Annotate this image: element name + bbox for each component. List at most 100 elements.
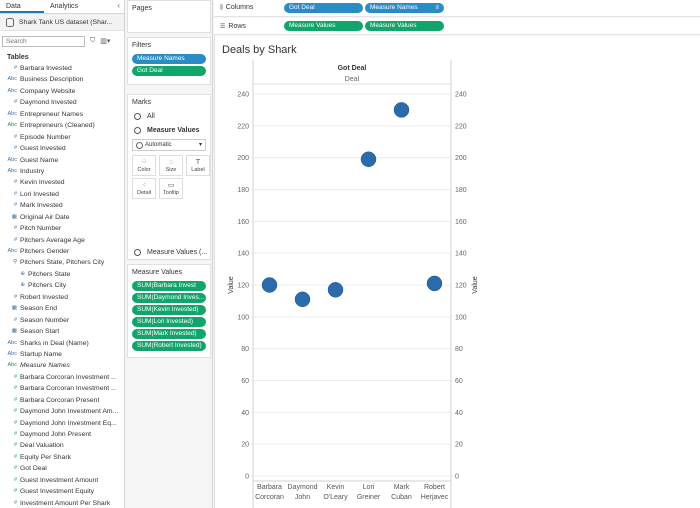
field-item[interactable]: # Kevin Invested — [0, 177, 124, 188]
sort-icon: ≡ — [435, 5, 439, 11]
field-name: Guest Investment Amount — [20, 476, 99, 484]
label-button[interactable]: T Label — [186, 155, 210, 176]
number-type-icon: # — [13, 293, 17, 300]
field-item[interactable]: # Guest Investment Equity — [0, 486, 124, 497]
tooltip-button[interactable]: ▭ Tooltip — [159, 178, 183, 199]
y-tick-label-left: 220 — [237, 123, 249, 130]
detail-button[interactable]: ⁖ Detail — [132, 178, 156, 199]
measure-value-pill[interactable]: SUM(Mark Invested) — [132, 329, 206, 339]
filter-pill-got-deal[interactable]: Got Deal — [132, 66, 206, 76]
marks-all-row[interactable]: All — [128, 109, 210, 123]
field-item[interactable]: ▦ Season End — [0, 303, 124, 314]
tooltip-label: Tooltip — [163, 190, 179, 196]
radio-icon — [134, 112, 141, 120]
field-item[interactable]: Abc Business Description — [0, 74, 124, 85]
field-item[interactable]: ⊕ Pitchers City — [0, 280, 124, 291]
field-item[interactable]: Abc Sharks in Deal (Name) — [0, 338, 124, 349]
columns-label-text: Columns — [225, 4, 254, 11]
view-options-icon[interactable]: ▥▾ — [100, 38, 111, 45]
field-item[interactable]: # Barbara Corcoran Present — [0, 395, 124, 406]
field-item[interactable]: # Season Number — [0, 315, 124, 326]
field-name: Pitch Number — [20, 225, 62, 233]
tab-data[interactable]: Data — [0, 0, 44, 13]
rows-label-text: Rows — [228, 22, 246, 30]
field-name: Pitchers Gender — [20, 248, 70, 255]
field-item[interactable]: # Got Deal — [0, 463, 124, 474]
detail-icon: ⁖ — [141, 182, 147, 189]
columns-shelf-label: ⫼ Columns — [214, 4, 284, 12]
field-item[interactable]: # Guest Invested — [0, 143, 124, 154]
marks-measure-values-sub-row[interactable]: Measure Values (... — [128, 245, 207, 259]
x-tick-label: Lori — [363, 484, 375, 491]
field-item[interactable]: # Guest Investment Amount — [0, 475, 124, 486]
field-item[interactable]: Abc Industry — [0, 166, 124, 177]
field-item[interactable]: # Daymond John Present — [0, 429, 124, 440]
field-item[interactable]: # Robert Invested — [0, 292, 124, 303]
measure-value-pill[interactable]: SUM(Lori Invested) — [132, 317, 206, 327]
number-type-icon: # — [13, 99, 17, 106]
y-axis-title-right: Value — [472, 276, 479, 293]
field-item[interactable]: # Daymond John Investment Am... — [0, 406, 124, 417]
mark-type-dropdown[interactable]: Automatic ▾ — [132, 139, 206, 151]
database-icon — [5, 17, 15, 27]
measure-value-pill[interactable]: SUM(Barbara Invest — [132, 281, 206, 291]
field-item[interactable]: # Equity Per Shark — [0, 452, 124, 463]
size-button[interactable]: ◌ Size — [159, 155, 183, 176]
columns-pill-got-deal[interactable]: Got Deal — [284, 3, 363, 13]
field-item[interactable]: # Barbara Corcoran Investment ... — [0, 372, 124, 383]
field-item[interactable]: Abc Guest Name — [0, 155, 124, 166]
field-item[interactable]: # Lori Invested — [0, 189, 124, 200]
x-tick-label: Barbara — [257, 484, 282, 491]
x-tick-label: Cuban — [391, 494, 412, 501]
column-header-value: Deal — [345, 76, 360, 83]
rows-pill-measure-values-1[interactable]: Measure Values — [284, 21, 363, 31]
field-item[interactable]: ▦ Original Air Date — [0, 212, 124, 223]
field-item[interactable]: # Daymond Invested — [0, 97, 124, 108]
collapse-pane-icon[interactable]: ‹ — [117, 1, 120, 10]
size-icon: ◌ — [168, 159, 174, 166]
tab-analytics[interactable]: Analytics — [50, 3, 79, 10]
field-item[interactable]: Abc Company Website — [0, 86, 124, 97]
color-button[interactable]: ⁘ Color — [132, 155, 156, 176]
filter-icon[interactable]: ⛉ — [90, 37, 96, 44]
y-tick-label-right: 180 — [455, 187, 467, 194]
field-name: Measure Names — [20, 362, 70, 370]
field-item[interactable]: Abc Entrepreneur Names — [0, 109, 124, 120]
field-item[interactable]: ⚲ Pitchers State, Pitchers City — [0, 257, 124, 268]
field-item[interactable]: ▦ Season Start — [0, 326, 124, 337]
pages-card[interactable]: Pages — [127, 0, 211, 33]
field-name: Mark Invested — [20, 202, 63, 210]
field-item[interactable]: Abc Entrepreneurs (Cleaned) — [0, 120, 124, 131]
filter-pill-measure-names[interactable]: Measure Names — [132, 54, 206, 64]
column-header-field: Got Deal — [338, 65, 367, 72]
datasource-row[interactable]: Shark Tank US dataset (Shar... — [0, 14, 124, 31]
columns-shelf[interactable]: ⫼ Columns Got Deal Measure Names ≡ — [214, 0, 700, 17]
filters-card[interactable]: Filters Measure Names Got Deal — [127, 37, 211, 85]
measure-value-pill[interactable]: SUM(Daymond Inves... — [132, 293, 206, 303]
field-item[interactable]: # Episode Number — [0, 132, 124, 143]
field-item[interactable]: # Mark Invested — [0, 200, 124, 211]
field-item[interactable]: # Pitch Number — [0, 223, 124, 234]
field-item[interactable]: Abc Pitchers Gender — [0, 246, 124, 257]
field-item[interactable]: # Barbara Invested — [0, 63, 124, 74]
field-item[interactable]: # Daymond John Investment Eq... — [0, 418, 124, 429]
label-icon: T — [195, 159, 201, 166]
field-item[interactable]: ⊕ Pitchers State — [0, 269, 124, 280]
datasource-name: Shark Tank US dataset (Shar... — [19, 18, 113, 26]
number-type-icon: # — [13, 190, 17, 197]
columns-pill-measure-names[interactable]: Measure Names ≡ — [365, 3, 444, 13]
rows-pill-measure-values-2[interactable]: Measure Values — [365, 21, 444, 31]
marks-measure-values-row[interactable]: Measure Values — [128, 123, 210, 137]
measure-value-pill[interactable]: SUM(Robert Invested) — [132, 341, 206, 351]
field-item[interactable]: Abc Measure Names — [0, 360, 124, 371]
search-input[interactable] — [2, 35, 85, 47]
rows-shelf[interactable]: ☰ Rows Measure Values Measure Values — [214, 18, 700, 35]
field-item[interactable]: Abc Startup Name — [0, 349, 124, 360]
pages-card-title: Pages — [132, 5, 152, 12]
field-item[interactable]: # Investment Amount Per Shark — [0, 498, 124, 508]
field-item[interactable]: # Deal Valuation — [0, 440, 124, 451]
y-tick-label-left: 240 — [237, 92, 249, 99]
field-item[interactable]: # Barbara Corcoran Investment ... — [0, 383, 124, 394]
field-item[interactable]: # Pitchers Average Age — [0, 235, 124, 246]
measure-value-pill[interactable]: SUM(Kevin Invested) — [132, 305, 206, 315]
